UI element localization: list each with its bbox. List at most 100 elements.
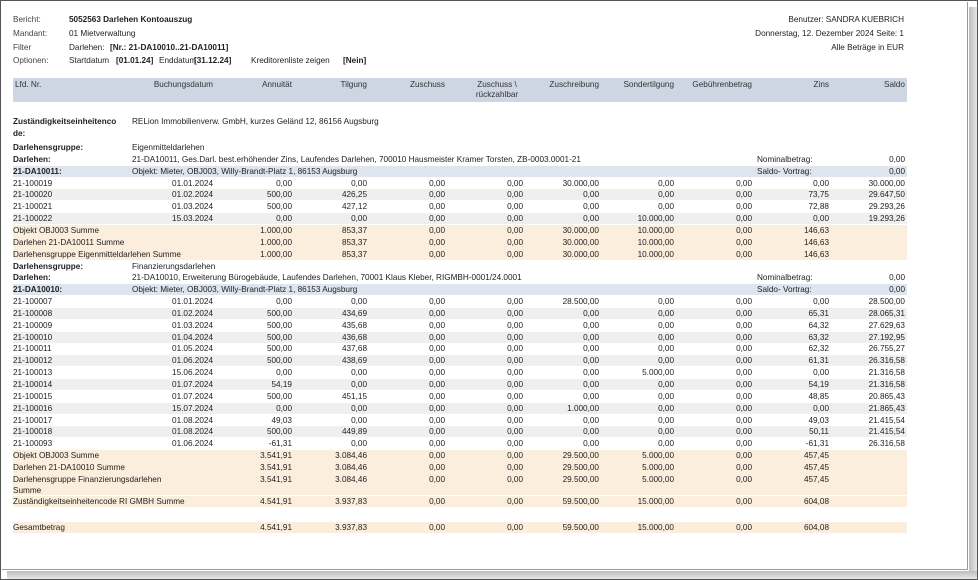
cell-datum: 15.07.2024 bbox=[172, 403, 213, 413]
cell-sond: 15.000,00 bbox=[637, 496, 674, 506]
cell-geb: 0,00 bbox=[736, 237, 752, 247]
cell-zins: 146,63 bbox=[803, 237, 829, 247]
cell-ann: 500,00 bbox=[266, 202, 292, 212]
cell-zrz: 0,00 bbox=[507, 297, 523, 307]
cell-lfd-nr: 21-100013 bbox=[13, 368, 53, 378]
sum-label: Darlehen 21-DA10011 Summe bbox=[13, 237, 125, 247]
cell-zrz: 0,00 bbox=[507, 356, 523, 366]
cell-zsch: 0,00 bbox=[583, 344, 599, 354]
cell-geb: 0,00 bbox=[736, 368, 752, 378]
cell-zins: 64,32 bbox=[808, 320, 830, 330]
cell-zsch: 0,00 bbox=[583, 332, 599, 342]
darlehen-row: Darlehen: 21-DA10010, Erweiterung Bürogeb… bbox=[13, 272, 907, 283]
cell-saldo: 26.755,27 bbox=[868, 344, 905, 354]
gruppe-label: Darlehensgruppe: bbox=[13, 143, 84, 152]
darlehen-value: 21-DA10010, Erweiterung Bürogebäude, Lau… bbox=[132, 273, 522, 283]
cell-ann: 500,00 bbox=[266, 190, 292, 200]
cell-sond: 0,00 bbox=[658, 297, 674, 307]
mandant-value: 01 Mietverwaltung bbox=[69, 29, 136, 38]
col-zuschuss-rueckzahlbar-1: Zuschuss \ bbox=[477, 80, 517, 89]
window-shadow-right bbox=[969, 7, 977, 579]
cell-ann: 0,00 bbox=[276, 368, 292, 378]
cell-zus: 0,00 bbox=[429, 344, 445, 354]
cell-geb: 0,00 bbox=[736, 344, 752, 354]
cell-geb: 0,00 bbox=[736, 249, 752, 259]
cell-zins: 146,63 bbox=[803, 225, 829, 235]
cell-datum: 01.03.2024 bbox=[172, 202, 213, 212]
filter-prefix: Darlehen: bbox=[69, 43, 105, 52]
cell-zrz: 0,00 bbox=[507, 308, 523, 318]
cell-zins: 61,31 bbox=[808, 356, 830, 366]
cell-zrz: 0,00 bbox=[507, 202, 523, 212]
cell-zsch: 29.500,00 bbox=[562, 462, 599, 472]
option-start-value: [01.01.24] bbox=[116, 56, 154, 65]
cell-til: 0,00 bbox=[351, 214, 367, 224]
cell-sond: 10.000,00 bbox=[637, 214, 674, 224]
cell-zsch: 1.000,00 bbox=[567, 403, 599, 413]
col-buchungsdatum: Buchungsdatum bbox=[153, 80, 213, 89]
cell-geb: 0,00 bbox=[736, 439, 752, 449]
cell-sond: 0,00 bbox=[658, 202, 674, 212]
cell-lfd-nr: 21-100009 bbox=[13, 320, 53, 330]
filter-value: [Nr.: 21-DA10010..21-DA10011] bbox=[110, 43, 229, 52]
report-page: Bericht: 5052563 Darlehen Kontoauszug Ma… bbox=[2, 2, 968, 570]
cell-zsch: 0,00 bbox=[583, 427, 599, 437]
cell-til: 434,69 bbox=[341, 308, 367, 318]
cell-zus: 0,00 bbox=[429, 380, 445, 389]
cell-zus: 0,00 bbox=[429, 496, 445, 506]
cell-geb: 0,00 bbox=[736, 496, 752, 506]
sum-row: Darlehensgruppe Eigenmitteldarlehen Summ… bbox=[13, 248, 907, 261]
cell-zrz: 0,00 bbox=[507, 178, 523, 188]
cell-ann: 3.541,91 bbox=[260, 451, 292, 461]
cell-saldo: 28.500,00 bbox=[868, 297, 905, 307]
cell-saldo: 28.065,31 bbox=[868, 308, 905, 318]
cell-zins: 54,19 bbox=[808, 380, 830, 389]
optionen-label: Optionen: bbox=[13, 56, 49, 65]
cell-til: 3.937,83 bbox=[335, 496, 367, 506]
cell-datum: 01.08.2024 bbox=[172, 415, 213, 425]
cell-til: 435,68 bbox=[341, 320, 367, 330]
cell-zins: 0,00 bbox=[813, 214, 829, 224]
objekt-darlehen-nr: 21-DA10011: bbox=[13, 166, 62, 176]
cell-datum: 15.06.2024 bbox=[172, 368, 213, 378]
cell-zsch: 0,00 bbox=[583, 415, 599, 425]
cell-zus: 0,00 bbox=[429, 225, 445, 235]
sum-label-line2: Summe bbox=[13, 485, 42, 495]
cell-zrz: 0,00 bbox=[507, 368, 523, 378]
sum-label: Darlehensgruppe Eigenmitteldarlehen Summ… bbox=[13, 249, 181, 259]
sum-label: Darlehen 21-DA10010 Summe bbox=[13, 462, 125, 472]
cell-saldo: 20.865,43 bbox=[868, 391, 905, 401]
cell-zsch: 0,00 bbox=[583, 368, 599, 378]
cell-sond: 15.000,00 bbox=[637, 522, 674, 532]
cell-geb: 0,00 bbox=[736, 427, 752, 437]
cell-zus: 0,00 bbox=[429, 297, 445, 307]
cell-zus: 0,00 bbox=[429, 391, 445, 401]
option-start-label: Startdatum bbox=[69, 56, 110, 65]
objekt-value: Objekt: Mieter, OBJ003, Willy-Brandt-Pla… bbox=[132, 285, 358, 295]
cell-zins: 65,31 bbox=[808, 308, 830, 318]
col-zuschuss: Zuschuss bbox=[409, 80, 445, 89]
objekt-darlehen-nr: 21-DA10010: bbox=[13, 285, 63, 295]
cell-sond: 5.000,00 bbox=[642, 462, 674, 472]
cell-geb: 0,00 bbox=[736, 214, 752, 224]
cell-zus: 0,00 bbox=[429, 427, 445, 437]
cell-ann: -61,31 bbox=[268, 439, 292, 449]
cell-zrz: 0,00 bbox=[507, 320, 523, 330]
cell-zus: 0,00 bbox=[429, 451, 445, 461]
sum-row: Darlehensgruppe Finanzierungsdarlehen Sum… bbox=[13, 473, 907, 496]
cell-zsch: 0,00 bbox=[583, 308, 599, 318]
cell-geb: 0,00 bbox=[736, 190, 752, 200]
cell-zus: 0,00 bbox=[429, 332, 445, 342]
cell-geb: 0,00 bbox=[736, 474, 752, 484]
option-kred-label: Kreditorenliste zeigen bbox=[251, 56, 330, 65]
booking-row: 21-100018 01.08.2024 500,00 449,89 0,00 0,00 0… bbox=[13, 426, 907, 438]
cell-zins: 457,45 bbox=[803, 474, 829, 484]
zust-sum-label: Zuständigkeitseinheitencode RI GMBH Summ… bbox=[13, 496, 185, 506]
sum-label: Objekt OBJ003 Summe bbox=[13, 451, 100, 461]
cell-til: 853,37 bbox=[341, 237, 367, 247]
cell-geb: 0,00 bbox=[736, 391, 752, 401]
cell-zrz: 0,00 bbox=[507, 344, 523, 354]
cell-sond: 0,00 bbox=[658, 415, 674, 425]
cell-sond: 5.000,00 bbox=[642, 451, 674, 461]
cell-sond: 0,00 bbox=[658, 344, 674, 354]
